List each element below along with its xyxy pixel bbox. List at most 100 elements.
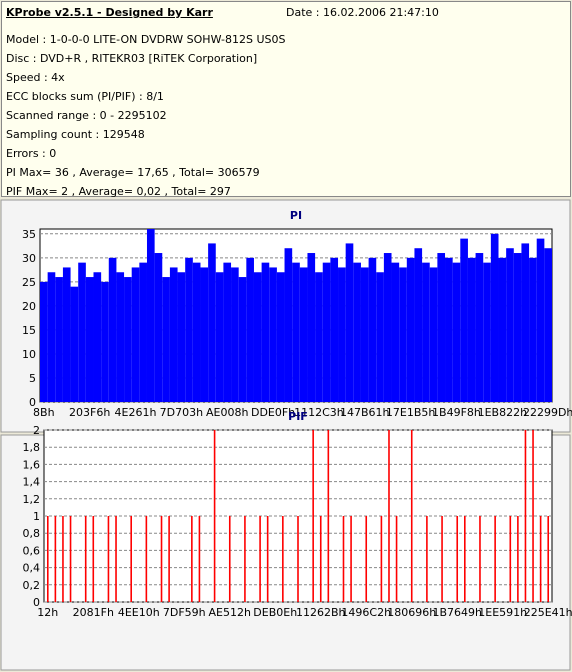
bar — [544, 248, 552, 402]
y-tick-label: 0 — [29, 396, 36, 409]
bar — [160, 516, 163, 602]
bar — [399, 267, 407, 402]
bar — [429, 267, 438, 402]
info-line: PIF Max= 2 , Average= 0,02 , Total= 297 — [6, 185, 231, 198]
bar — [475, 253, 484, 402]
bar — [539, 516, 542, 602]
bar — [532, 430, 534, 602]
bar — [445, 257, 453, 402]
bar — [276, 272, 285, 402]
bar — [139, 262, 147, 402]
info-line: ECC blocks sum (PI/PIF) : 8/1 — [6, 90, 164, 103]
bar — [498, 257, 507, 402]
y-tick-label: 0,4 — [23, 562, 41, 575]
info-line: Scanned range : 0 - 2295102 — [6, 109, 167, 122]
y-tick-label: 10 — [22, 348, 36, 361]
bar — [383, 253, 392, 402]
bar — [376, 272, 384, 402]
y-tick-label: 1,6 — [23, 458, 41, 471]
x-tick-label: 22299Dh — [523, 406, 572, 419]
bar — [452, 262, 461, 402]
x-tick-label: 1496C2h — [341, 606, 391, 619]
bar — [365, 516, 368, 602]
bar — [360, 267, 369, 402]
bar — [456, 516, 459, 602]
bar — [231, 267, 239, 402]
info-line: Sampling count : 129548 — [6, 128, 145, 141]
bar — [315, 272, 323, 402]
bar — [46, 516, 49, 602]
bar — [410, 430, 413, 602]
bar — [406, 257, 415, 402]
bar — [55, 277, 63, 402]
bar — [380, 516, 383, 602]
x-tick-label: 1112C3h — [294, 406, 344, 419]
app-title: KProbe v2.5.1 - Designed by Karr — [6, 6, 213, 19]
y-tick-label: 1,2 — [23, 493, 41, 506]
bar — [460, 238, 468, 402]
bar — [467, 257, 476, 402]
bar — [388, 430, 390, 602]
x-tick-label: 12h — [37, 606, 58, 619]
info-line: Speed : 4x — [6, 71, 65, 84]
y-tick-label: 1,8 — [23, 441, 41, 454]
x-tick-label: AE512h — [209, 606, 251, 619]
bar — [85, 277, 94, 402]
bar — [353, 262, 361, 402]
bar — [529, 257, 537, 402]
y-tick-label: 1,4 — [23, 476, 41, 489]
y-tick-label: 1 — [33, 510, 40, 523]
y-tick-label: 35 — [22, 228, 36, 241]
chart-title: PI — [290, 209, 302, 222]
bar — [200, 267, 209, 402]
x-tick-label: 1EB822h — [478, 406, 527, 419]
bar — [345, 243, 354, 402]
bar — [414, 248, 423, 402]
bar — [350, 516, 352, 602]
bar — [131, 267, 140, 402]
x-tick-label: 4E261h — [115, 406, 157, 419]
bar — [228, 516, 231, 602]
bar — [108, 257, 117, 402]
x-tick-label: 7D703h — [160, 406, 203, 419]
y-tick-label: 0,2 — [23, 579, 41, 592]
bar — [479, 516, 481, 602]
x-tick-label: 203F6h — [69, 406, 110, 419]
x-tick-label: AE008h — [206, 406, 248, 419]
bar — [517, 516, 519, 602]
bar — [162, 277, 170, 402]
bar — [342, 516, 345, 602]
bar — [319, 516, 322, 602]
bar — [223, 262, 232, 402]
info-line: PI Max= 36 , Average= 17,65 , Total= 306… — [6, 166, 260, 179]
y-tick-label: 15 — [22, 324, 36, 337]
bar — [297, 516, 299, 602]
bar — [168, 516, 170, 602]
bar — [426, 516, 428, 602]
info-line: Errors : 0 — [6, 147, 57, 160]
bar — [437, 253, 446, 402]
bar — [253, 272, 262, 402]
bar — [215, 272, 224, 402]
bar — [327, 430, 330, 602]
bar — [509, 516, 512, 602]
info-line: Disc : DVD+R , RITEKR03 [RiTEK Corporati… — [6, 52, 258, 65]
bar — [322, 262, 331, 402]
bar — [124, 277, 132, 402]
bar — [62, 516, 64, 602]
y-tick-label: 20 — [22, 300, 36, 313]
y-tick-label: 0,8 — [23, 527, 41, 540]
x-tick-label: 7DF59h — [163, 606, 206, 619]
bar — [92, 516, 95, 602]
bar — [307, 253, 316, 402]
bar — [107, 516, 110, 602]
bar — [213, 430, 216, 602]
bar — [282, 516, 284, 602]
bar — [261, 262, 270, 402]
bar — [368, 257, 377, 402]
x-tick-label: 1B7649h — [432, 606, 482, 619]
bar — [169, 267, 178, 402]
y-tick-label: 0 — [33, 596, 40, 609]
bar — [54, 516, 57, 602]
